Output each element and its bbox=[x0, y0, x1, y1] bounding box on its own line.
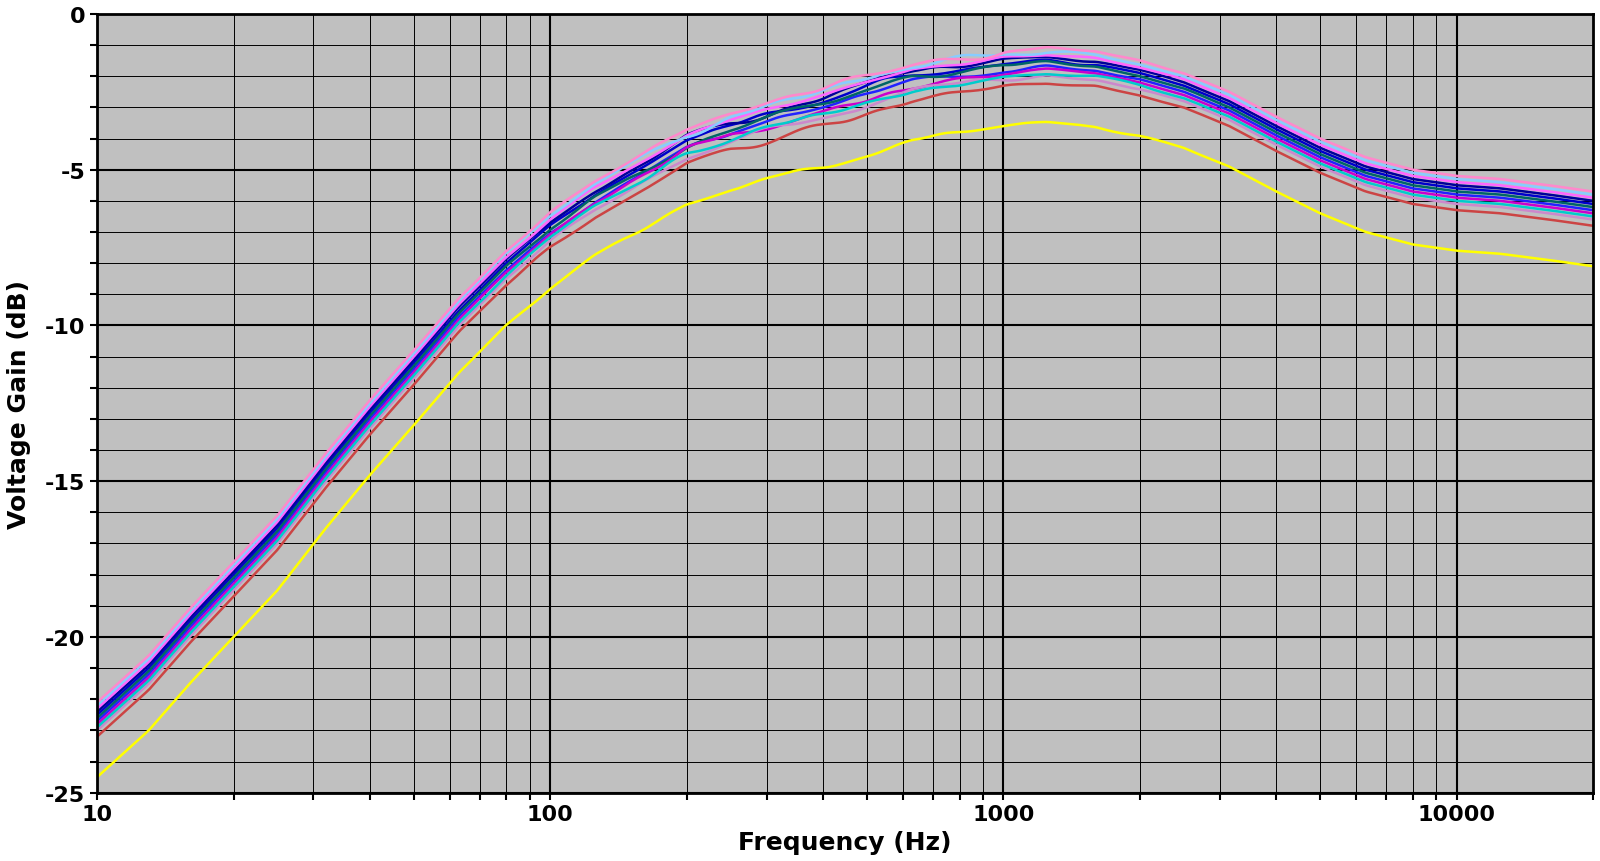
X-axis label: Frequency (Hz): Frequency (Hz) bbox=[738, 830, 952, 854]
Y-axis label: Voltage Gain (dB): Voltage Gain (dB) bbox=[6, 280, 30, 528]
